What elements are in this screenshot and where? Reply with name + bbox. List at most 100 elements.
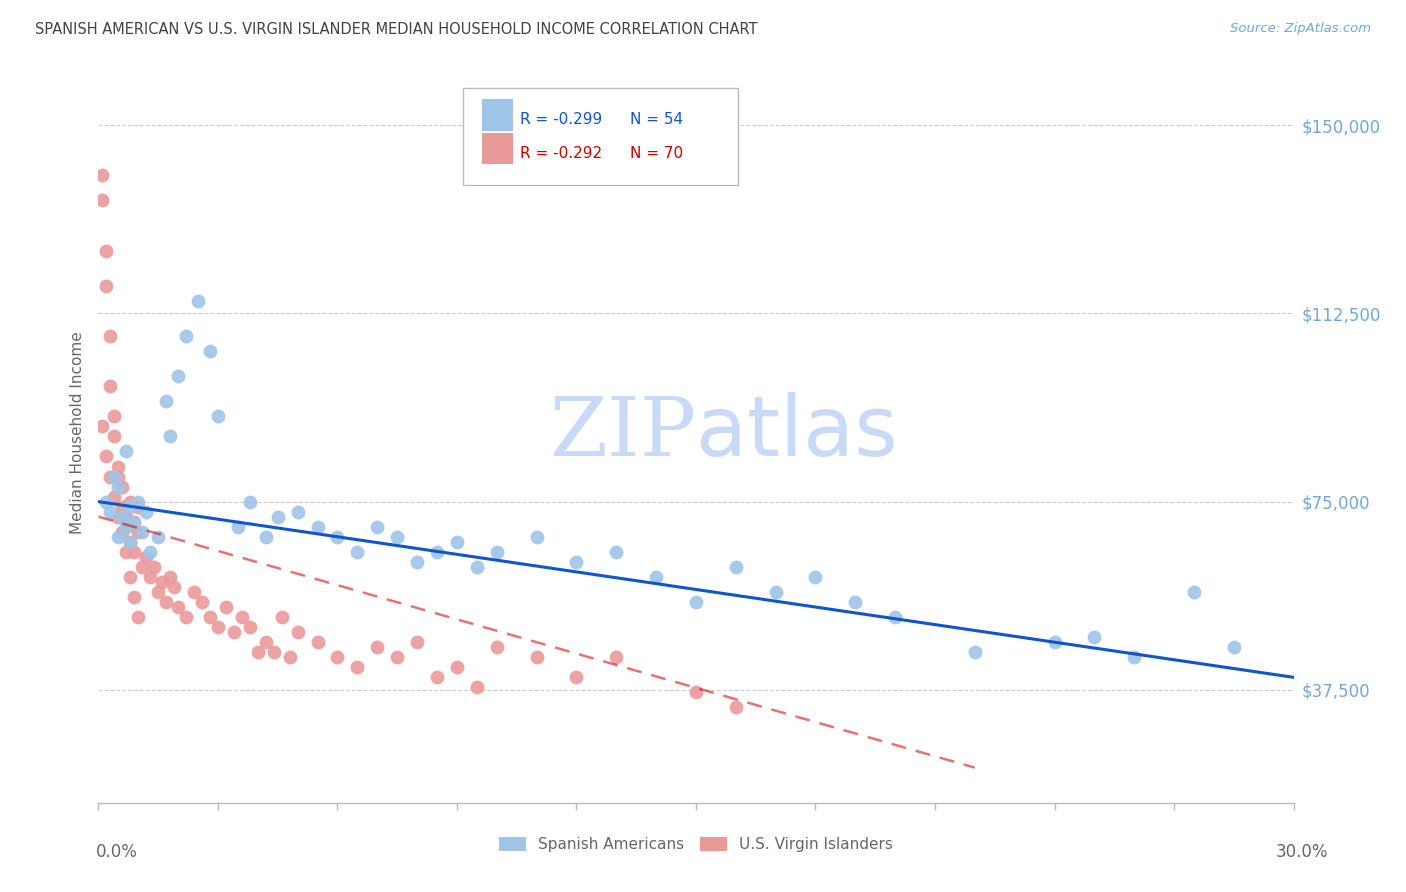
Point: [98, 329, 122, 343]
Point: [174, 329, 197, 343]
Point: [207, 409, 229, 424]
Point: [198, 610, 221, 624]
Point: [1083, 630, 1105, 644]
Point: [605, 545, 627, 559]
Point: [724, 700, 747, 714]
Point: [207, 620, 229, 634]
Point: [307, 520, 329, 534]
Point: [127, 610, 149, 624]
Point: [135, 549, 157, 564]
Point: [605, 650, 627, 665]
Point: [426, 545, 449, 559]
Point: [91, 419, 114, 434]
Point: [159, 429, 181, 443]
Text: Source: ZipAtlas.com: Source: ZipAtlas.com: [1230, 22, 1371, 36]
Point: [131, 560, 153, 574]
Point: [139, 545, 162, 559]
Point: [366, 640, 388, 655]
Point: [124, 545, 146, 559]
Point: [239, 620, 262, 634]
Point: [346, 545, 368, 559]
Point: [150, 574, 173, 589]
Point: [226, 520, 249, 534]
Point: [1182, 585, 1205, 599]
Point: [222, 625, 245, 640]
Point: [406, 555, 429, 569]
Point: [465, 681, 488, 695]
Point: [111, 524, 134, 539]
Text: R = -0.292: R = -0.292: [520, 146, 602, 161]
Point: [120, 534, 142, 549]
Point: [159, 570, 181, 584]
Point: [645, 570, 668, 584]
Point: [565, 555, 588, 569]
Text: atlas: atlas: [696, 392, 897, 473]
Point: [163, 580, 186, 594]
Point: [96, 494, 118, 508]
Text: 0.0%: 0.0%: [96, 843, 138, 861]
Point: [115, 545, 138, 559]
Point: [124, 590, 146, 604]
Point: [124, 515, 146, 529]
Point: [1123, 650, 1146, 665]
Point: [115, 509, 138, 524]
Point: [246, 645, 269, 659]
Point: [103, 429, 125, 443]
Point: [91, 194, 114, 208]
Point: [326, 650, 349, 665]
Point: [111, 509, 134, 524]
Point: [685, 685, 707, 699]
Point: [115, 520, 138, 534]
Point: [127, 494, 149, 508]
Point: [107, 509, 129, 524]
Point: [107, 530, 129, 544]
Legend: Spanish Americans, U.S. Virgin Islanders: Spanish Americans, U.S. Virgin Islanders: [492, 830, 900, 858]
Text: ZIP: ZIP: [548, 392, 696, 473]
Point: [98, 379, 122, 393]
Point: [446, 660, 468, 674]
Point: [278, 650, 301, 665]
Point: [526, 650, 548, 665]
Point: [263, 645, 285, 659]
Point: [287, 505, 309, 519]
Point: [103, 490, 125, 504]
Y-axis label: Median Household Income: Median Household Income: [69, 331, 84, 534]
Point: [91, 169, 114, 183]
Point: [120, 500, 142, 514]
Point: [366, 520, 388, 534]
Point: [526, 530, 548, 544]
Point: [98, 505, 122, 519]
Point: [155, 394, 177, 409]
Point: [884, 610, 907, 624]
Point: [120, 570, 142, 584]
Point: [155, 595, 177, 609]
Point: [96, 450, 118, 464]
Point: [254, 635, 277, 649]
Point: [187, 293, 209, 308]
Point: [107, 469, 129, 483]
Point: [685, 595, 707, 609]
Point: [115, 444, 138, 458]
Point: [844, 595, 866, 609]
Point: [148, 585, 170, 599]
Point: [111, 500, 134, 514]
Text: N = 54: N = 54: [630, 112, 683, 127]
Text: N = 70: N = 70: [630, 146, 683, 161]
Point: [326, 530, 349, 544]
Point: [107, 479, 129, 493]
Point: [406, 635, 429, 649]
Point: [485, 640, 508, 655]
Point: [231, 610, 253, 624]
Point: [270, 610, 292, 624]
Point: [143, 560, 166, 574]
Text: 30.0%: 30.0%: [1277, 843, 1329, 861]
FancyBboxPatch shape: [482, 133, 513, 164]
Point: [96, 244, 118, 258]
Point: [426, 670, 449, 684]
Point: [307, 635, 329, 649]
Point: [103, 469, 125, 483]
Point: [346, 660, 368, 674]
Text: SPANISH AMERICAN VS U.S. VIRGIN ISLANDER MEDIAN HOUSEHOLD INCOME CORRELATION CHA: SPANISH AMERICAN VS U.S. VIRGIN ISLANDER…: [35, 22, 758, 37]
Point: [1043, 635, 1066, 649]
Point: [120, 494, 142, 508]
